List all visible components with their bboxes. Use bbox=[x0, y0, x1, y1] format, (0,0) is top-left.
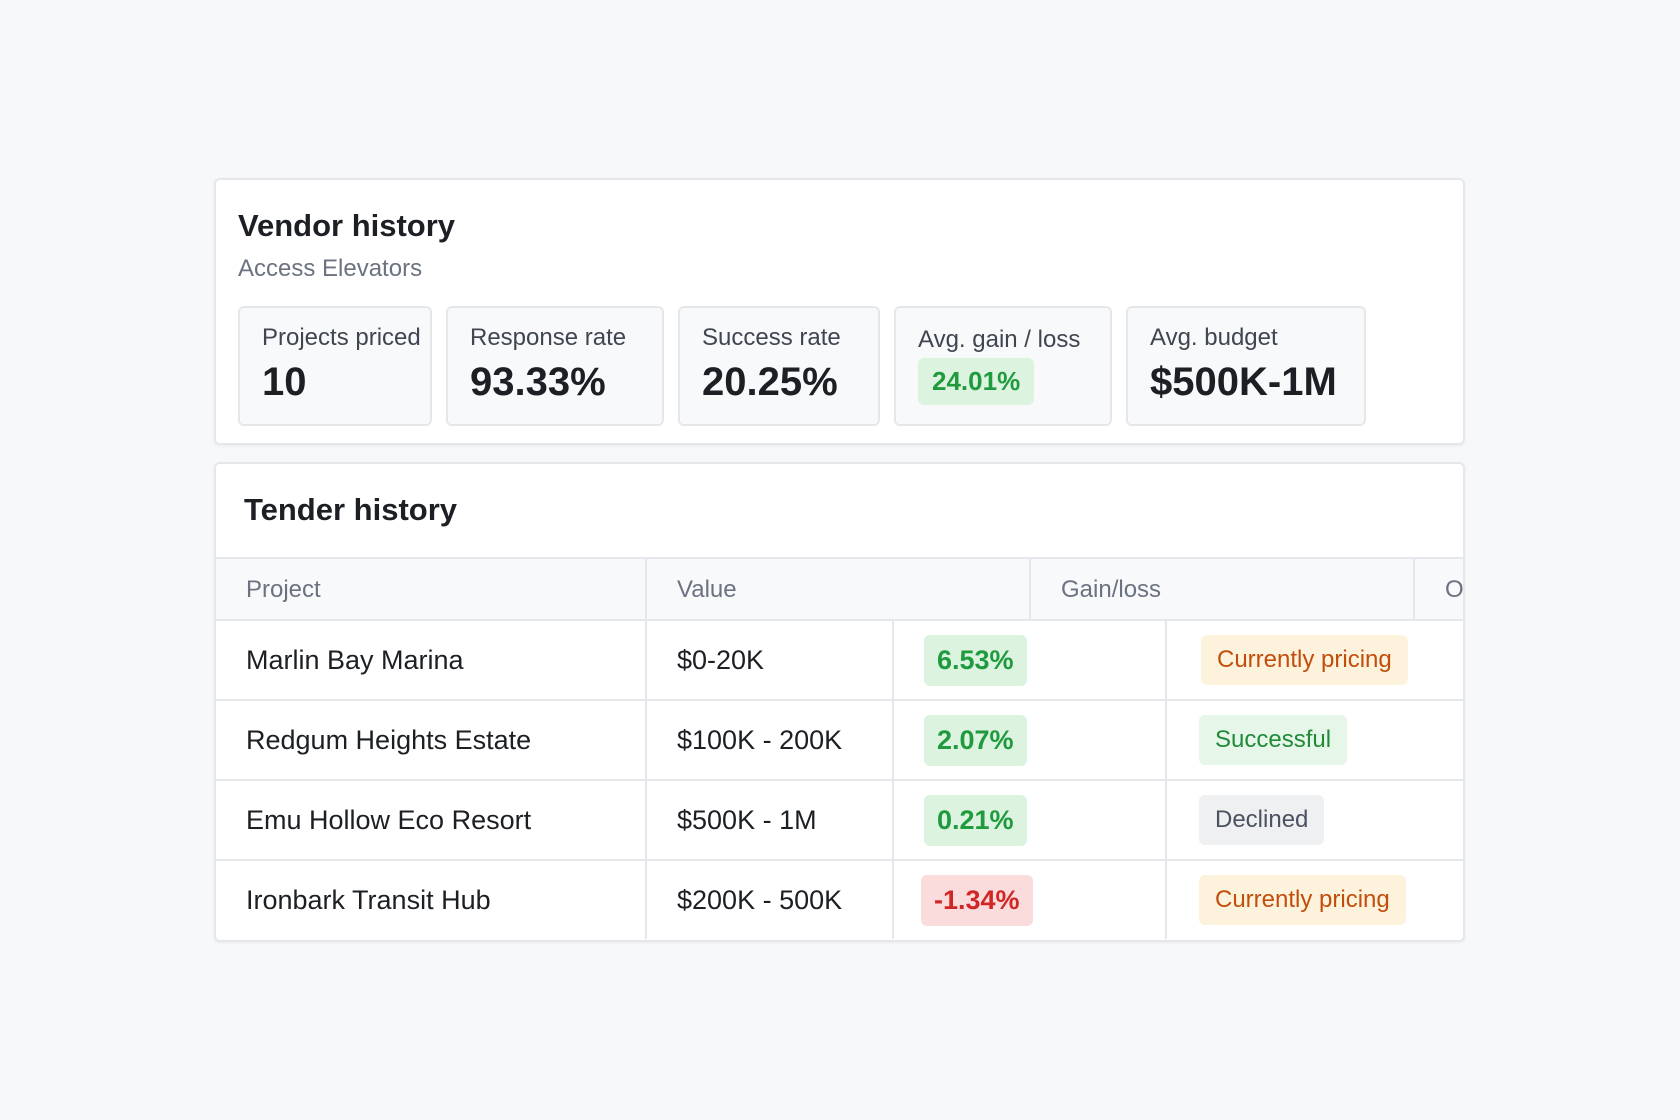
project-value: $200K - 500K bbox=[647, 861, 894, 939]
status-cell: Declined bbox=[1167, 781, 1463, 859]
stat-label: Avg. gain / loss bbox=[918, 326, 1081, 353]
project-name: Ironbark Transit Hub bbox=[216, 861, 647, 939]
stat-projects-priced: Projects priced 10 bbox=[238, 306, 432, 426]
column-header-value[interactable]: Value bbox=[647, 559, 1031, 621]
gain-loss-badge: -1.34% bbox=[921, 874, 1033, 926]
stat-response-rate: Response rate 93.33% bbox=[446, 306, 664, 426]
stat-avg-gain-loss: Avg. gain / loss 24.01% bbox=[894, 306, 1112, 426]
gain-loss-cell: 0.21% bbox=[894, 781, 1167, 859]
stat-label: Success rate bbox=[702, 324, 841, 351]
column-header-project[interactable]: Project bbox=[216, 559, 647, 621]
status-cell: Currently pricing bbox=[1167, 861, 1463, 939]
project-name: Emu Hollow Eco Resort bbox=[216, 781, 647, 859]
project-value: $0-20K bbox=[647, 621, 894, 699]
status-cell: Currently pricing bbox=[1167, 621, 1463, 699]
table-row[interactable]: Ironbark Transit Hub $200K - 500K -1.34%… bbox=[216, 861, 1463, 940]
stat-value-badge: 24.01% bbox=[918, 358, 1035, 405]
gain-loss-badge: 0.21% bbox=[924, 794, 1027, 846]
stat-label: Avg. budget bbox=[1150, 324, 1278, 351]
table-header: Project Value Gain/loss Ou bbox=[216, 557, 1463, 621]
stat-value: $500K-1M bbox=[1150, 360, 1337, 404]
stat-value: 20.25% bbox=[702, 360, 838, 404]
project-name: Marlin Bay Marina bbox=[216, 621, 647, 699]
status-badge: Declined bbox=[1199, 795, 1325, 845]
status-badge: Currently pricing bbox=[1199, 875, 1406, 925]
vendor-history-title: Vendor history bbox=[238, 208, 456, 243]
tender-history-title: Tender history bbox=[244, 492, 458, 527]
gain-loss-cell: 6.53% bbox=[894, 621, 1167, 699]
project-value: $500K - 1M bbox=[647, 781, 894, 859]
status-badge: Currently pricing bbox=[1201, 635, 1408, 685]
stat-value: 93.33% bbox=[470, 360, 606, 404]
status-cell: Successful bbox=[1167, 701, 1463, 779]
gain-loss-badge: 2.07% bbox=[924, 714, 1027, 766]
vendor-history-card: Vendor history Access Elevators Projects… bbox=[214, 178, 1465, 445]
table-row[interactable]: Marlin Bay Marina $0-20K 6.53% Currently… bbox=[216, 621, 1463, 701]
gain-loss-cell: 2.07% bbox=[894, 701, 1167, 779]
status-badge: Successful bbox=[1199, 715, 1348, 765]
column-header-gain-loss[interactable]: Gain/loss bbox=[1031, 559, 1415, 621]
project-name: Redgum Heights Estate bbox=[216, 701, 647, 779]
table-row[interactable]: Emu Hollow Eco Resort $500K - 1M 0.21% D… bbox=[216, 781, 1463, 861]
column-header-outcome[interactable]: Ou bbox=[1445, 576, 1464, 603]
gain-loss-cell: -1.34% bbox=[894, 861, 1167, 939]
stat-success-rate: Success rate 20.25% bbox=[678, 306, 880, 426]
stat-label: Response rate bbox=[470, 324, 627, 351]
tender-history-card: Tender history Project Value Gain/loss O… bbox=[214, 462, 1465, 942]
project-value: $100K - 200K bbox=[647, 701, 894, 779]
gain-loss-badge: 6.53% bbox=[924, 634, 1027, 686]
stat-value: 10 bbox=[262, 360, 307, 404]
vendor-name: Access Elevators bbox=[238, 255, 423, 282]
stat-avg-budget: Avg. budget $500K-1M bbox=[1126, 306, 1366, 426]
stat-label: Projects priced bbox=[262, 324, 421, 351]
table-row[interactable]: Redgum Heights Estate $100K - 200K 2.07%… bbox=[216, 701, 1463, 781]
